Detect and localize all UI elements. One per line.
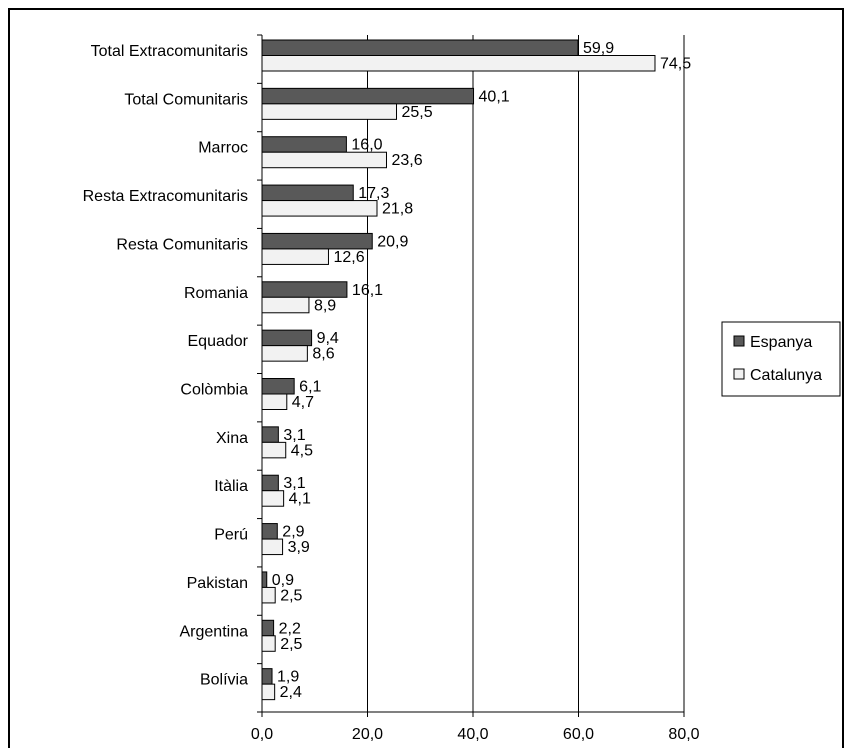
category-label: Total Comunitaris xyxy=(124,91,248,108)
data-label: 9,4 xyxy=(317,330,339,347)
data-label: 6,1 xyxy=(299,379,321,396)
legend-swatch-espanya xyxy=(733,335,745,347)
x-tick-label: 40,0 xyxy=(457,726,488,743)
bar-catalunya xyxy=(261,200,378,217)
data-label: 8,9 xyxy=(314,297,336,314)
bar-espanya xyxy=(261,281,348,298)
category-label: Pakistan xyxy=(187,575,248,592)
bar-catalunya xyxy=(261,345,308,362)
bar-espanya xyxy=(261,571,268,588)
category-label: Marroc xyxy=(198,140,248,157)
data-label: 59,9 xyxy=(583,40,614,57)
bar-catalunya xyxy=(261,635,276,652)
x-tick-label: 20,0 xyxy=(352,726,383,743)
category-label: Perú xyxy=(214,527,248,544)
category-label: Bolívia xyxy=(200,672,248,689)
bar-espanya xyxy=(261,474,279,492)
data-label: 4,5 xyxy=(291,442,313,459)
bar-catalunya xyxy=(261,248,329,265)
data-label: 17,3 xyxy=(358,185,389,202)
data-label: 16,0 xyxy=(351,137,382,154)
bar-espanya xyxy=(261,87,475,105)
bar-catalunya xyxy=(261,538,284,556)
legend-swatch-catalunya xyxy=(733,368,745,380)
data-label: 25,5 xyxy=(402,104,433,121)
bar-catalunya xyxy=(261,151,387,169)
bar-espanya xyxy=(261,523,278,540)
data-label: 16,1 xyxy=(352,282,383,299)
legend xyxy=(721,321,841,397)
bar-espanya xyxy=(261,619,275,637)
category-label: Colòmbia xyxy=(180,382,248,399)
data-label: 2,4 xyxy=(280,684,302,701)
category-label: Itàlia xyxy=(214,478,248,495)
data-label: 3,1 xyxy=(283,475,305,492)
chart-frame: Total Extracomunitaris 59,9 74,5 Total Comu… xyxy=(8,8,844,748)
bar-espanya xyxy=(261,378,295,395)
bar-catalunya xyxy=(261,393,288,410)
data-label: 1,9 xyxy=(277,669,299,686)
bar-catalunya xyxy=(261,586,276,604)
data-label: 2,2 xyxy=(279,620,301,637)
bar-catalunya xyxy=(261,103,398,120)
data-label: 4,7 xyxy=(292,394,314,411)
data-label: 40,1 xyxy=(479,88,510,105)
category-label: Equador xyxy=(188,333,249,350)
x-tick-label: 60,0 xyxy=(563,726,594,743)
data-label: 21,8 xyxy=(382,201,413,218)
data-label: 12,6 xyxy=(333,249,364,266)
data-label: 74,5 xyxy=(660,56,691,73)
data-label: 2,5 xyxy=(280,587,302,604)
category-label: Xina xyxy=(216,430,248,447)
data-label: 0,9 xyxy=(272,572,294,589)
data-label: 2,5 xyxy=(280,636,302,653)
bar-espanya xyxy=(261,668,273,685)
bar-chart: Total Extracomunitaris 59,9 74,5 Total Comu… xyxy=(83,34,841,743)
data-label: 8,6 xyxy=(312,346,334,363)
bar-espanya xyxy=(261,232,373,250)
x-tick-label: 80,0 xyxy=(668,726,699,743)
legend-label-catalunya: Catalunya xyxy=(750,367,822,384)
bar-catalunya xyxy=(261,441,287,459)
data-label: 2,9 xyxy=(282,524,304,541)
bar-espanya xyxy=(261,184,354,202)
bar-espanya xyxy=(261,426,279,443)
bar-espanya xyxy=(261,39,579,56)
category-label: Resta Comunitaris xyxy=(116,236,248,253)
bar-catalunya xyxy=(261,490,285,507)
bar-espanya xyxy=(261,329,313,347)
category-label: Romania xyxy=(184,285,248,302)
category-label: Resta Extracomunitaris xyxy=(83,188,248,205)
category-label: Total Extracomunitaris xyxy=(91,43,248,60)
data-label: 3,1 xyxy=(283,427,305,444)
data-label: 3,9 xyxy=(288,539,310,556)
category-label: Argentina xyxy=(180,623,249,640)
bar-catalunya xyxy=(261,55,656,72)
x-tick-label: 0,0 xyxy=(251,726,273,743)
data-label: 23,6 xyxy=(391,152,422,169)
bar-espanya xyxy=(261,136,347,153)
data-label: 4,1 xyxy=(289,491,311,508)
legend-label-espanya: Espanya xyxy=(750,334,812,351)
bar-catalunya xyxy=(261,683,276,701)
bar-catalunya xyxy=(261,296,310,314)
data-label: 20,9 xyxy=(377,233,408,250)
